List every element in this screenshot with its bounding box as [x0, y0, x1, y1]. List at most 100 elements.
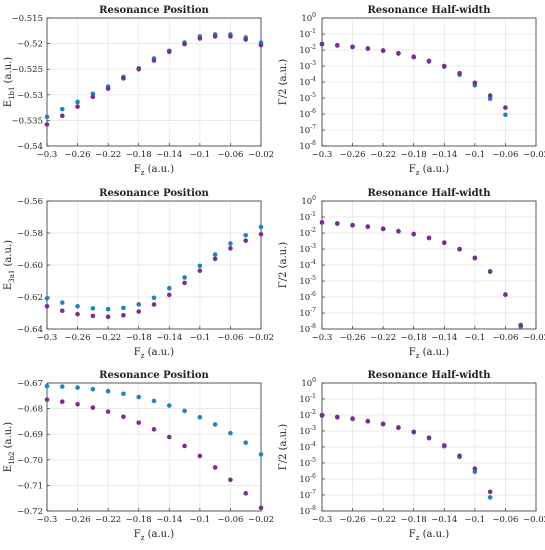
- data-point-series-1: [44, 295, 50, 301]
- data-point-series-2: [380, 48, 386, 53]
- x-axis-label-subscript: z: [141, 169, 145, 177]
- data-point-series-2: [396, 425, 401, 430]
- data-point-series-2: [380, 421, 386, 427]
- plot-area: [47, 18, 261, 146]
- data-point-series-2: [411, 231, 417, 237]
- data-point-series-2: [472, 80, 478, 86]
- y-tick-exponent: -2: [310, 227, 316, 234]
- data-point-series-1: [59, 300, 65, 305]
- data-point-series-2: [258, 505, 264, 511]
- data-point-series-2: [365, 418, 371, 424]
- y-tick-exponent: -3: [310, 243, 316, 250]
- y-axis-label-main: E: [3, 100, 14, 107]
- y-axis-label-unit: (a.u.): [278, 59, 289, 89]
- data-point-series-1: [182, 408, 187, 414]
- x-tick-label: −0.14: [431, 333, 457, 343]
- y-tick-exponent: 0: [312, 195, 316, 202]
- data-point-series-2: [166, 434, 172, 440]
- y-tick-base: 10: [299, 395, 310, 405]
- chart-title: Resonance Half-width: [367, 5, 491, 16]
- y-tick-label: −0.62: [17, 293, 43, 303]
- x-tick-label: −0.3: [312, 515, 333, 525]
- x-tick-label: −0.02: [248, 150, 274, 160]
- y-tick-exponent: -1: [310, 393, 316, 400]
- data-point-series-2: [105, 314, 111, 320]
- y-axis-label-main: Γ/2: [278, 89, 289, 106]
- y-axis-label-subscript: 1b1: [8, 87, 16, 100]
- x-tick-label: −0.1: [190, 150, 211, 160]
- x-tick-label: −0.02: [523, 333, 545, 343]
- y-axis-label-main: E: [3, 465, 14, 472]
- y-tick-base: 10: [299, 110, 310, 120]
- x-axis-label-unit: (a.u.): [144, 164, 174, 175]
- data-point-series-1: [44, 383, 50, 389]
- y-tick-base: 10: [299, 245, 310, 255]
- y-tick-base: 10: [299, 507, 310, 517]
- x-tick-label: −0.26: [340, 333, 366, 343]
- y-tick-exponent: -8: [310, 140, 316, 147]
- x-tick-label: −0.14: [156, 333, 182, 343]
- y-tick-label: 100: [301, 377, 316, 389]
- y-tick-label: −0.515: [12, 14, 43, 24]
- y-tick-label: −0.58: [17, 229, 43, 239]
- chart-panel-5: −0.3 −0.26 −0.22 −0.18 −0.14 −0.1 −0.06 −0.02 −0…: [3, 370, 274, 542]
- data-point-series-1: [258, 452, 264, 457]
- chart-panel-6: −0.3 −0.26 −0.22 −0.18 −0.14 −0.1 −0.06 −0.02 10…: [278, 370, 545, 542]
- y-tick-label: 10-7: [299, 307, 316, 319]
- x-tick-label: −0.22: [370, 515, 396, 525]
- y-tick-label: −0.52: [17, 40, 43, 50]
- data-point-series-1: [503, 112, 508, 118]
- data-point-series-2: [365, 224, 371, 229]
- y-axis-label-unit: (a.u.): [3, 422, 14, 452]
- data-point-series-2: [396, 50, 401, 56]
- chart-title: Resonance Half-width: [367, 370, 491, 381]
- x-tick-label: −0.18: [401, 150, 427, 160]
- y-tick-label: 10-2: [299, 227, 316, 239]
- chart-title: Resonance Position: [99, 5, 209, 16]
- x-axis-label-unit: (a.u.): [144, 529, 174, 540]
- y-axis-label-unit: (a.u.): [278, 242, 289, 272]
- data-point-series-2: [503, 292, 508, 297]
- data-point-series-1: [90, 386, 96, 392]
- x-axis-label-main: F: [134, 347, 141, 358]
- y-tick-base: 10: [301, 197, 312, 207]
- data-point-series-1: [105, 306, 111, 312]
- x-tick-label: −0.18: [126, 150, 152, 160]
- data-point-series-2: [212, 34, 218, 39]
- data-point-series-1: [487, 495, 493, 500]
- y-axis-label-unit: (a.u.): [3, 240, 14, 270]
- data-point-series-2: [228, 246, 233, 251]
- y-axis-label-subscript: 3a1: [8, 270, 16, 283]
- y-tick-label: −0.67: [17, 379, 43, 389]
- x-tick-label: −0.06: [217, 515, 243, 525]
- x-tick-label: −0.22: [370, 333, 396, 343]
- data-point-series-1: [75, 303, 80, 309]
- y-tick-label: −0.53: [17, 91, 43, 101]
- y-tick-exponent: -2: [310, 44, 316, 51]
- y-axis-label: E1b1 (a.u.): [3, 57, 16, 108]
- y-tick-label: −0.70: [17, 456, 43, 466]
- y-tick-label: 10-5: [299, 92, 316, 104]
- x-tick-label: −0.3: [37, 515, 58, 525]
- data-point-series-2: [166, 292, 172, 298]
- data-point-series-2: [121, 414, 126, 420]
- data-point-series-2: [212, 465, 218, 470]
- x-axis-label-unit: (a.u.): [419, 529, 449, 540]
- y-tick-base: 10: [299, 475, 310, 485]
- y-tick-base: 10: [301, 14, 312, 24]
- y-axis-label-main: Γ/2: [278, 272, 289, 289]
- data-point-series-2: [258, 231, 264, 237]
- y-axis-label-subscript: 1b2: [8, 452, 16, 465]
- y-tick-base: 10: [301, 379, 312, 389]
- data-point-series-2: [121, 312, 126, 318]
- data-point-series-2: [228, 34, 233, 39]
- y-tick-label: 10-3: [299, 425, 316, 437]
- y-tick-base: 10: [299, 427, 310, 437]
- data-point-series-1: [105, 388, 111, 394]
- data-point-series-1: [121, 391, 126, 397]
- data-point-series-2: [59, 399, 65, 404]
- chart-panel-4: −0.3 −0.26 −0.22 −0.18 −0.14 −0.1 −0.06 −0.02 10…: [278, 188, 545, 360]
- data-point-series-2: [151, 58, 157, 63]
- data-point-series-2: [105, 86, 111, 91]
- data-point-series-1: [243, 232, 249, 238]
